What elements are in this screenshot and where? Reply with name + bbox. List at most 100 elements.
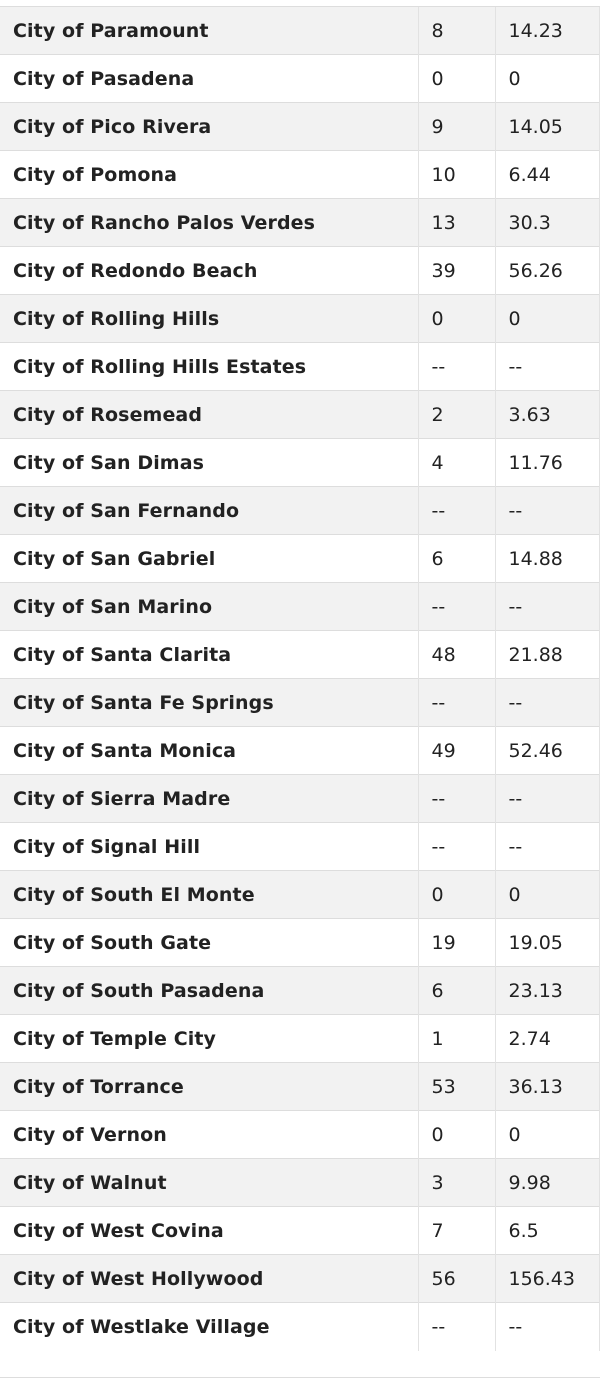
table-row: City of Torrance 53 36.13 [0, 1062, 600, 1111]
city-name-cell: City of South Pasadena [0, 966, 418, 1015]
table-row: City of Walnut 3 9.98 [0, 1158, 600, 1207]
value-2-cell: 14.05 [494, 102, 599, 151]
table-row: City of Pomona 10 6.44 [0, 150, 600, 199]
city-name-cell: City of South Gate [0, 918, 418, 967]
table-row: City of San Dimas 4 11.76 [0, 438, 600, 487]
value-1-cell: -- [417, 774, 495, 823]
value-2-cell: 36.13 [494, 1062, 599, 1111]
value-1-cell: 56 [417, 1254, 495, 1303]
value-2-cell: -- [494, 582, 599, 631]
table-row: City of San Fernando -- -- [0, 486, 600, 535]
value-1-cell: 0 [417, 54, 495, 103]
city-name-cell: City of Santa Clarita [0, 630, 418, 679]
table-bottom-border [0, 1377, 600, 1378]
city-name-cell: City of Vernon [0, 1110, 418, 1159]
table-row: City of West Hollywood 56 156.43 [0, 1254, 600, 1303]
city-name-cell: City of South El Monte [0, 870, 418, 919]
city-name-cell: City of Westlake Village [0, 1302, 418, 1351]
value-1-cell: 4 [417, 438, 495, 487]
city-name-cell: City of Rolling Hills Estates [0, 342, 418, 391]
value-2-cell: 3.63 [494, 390, 599, 439]
value-2-cell: 30.3 [494, 198, 599, 247]
city-name-cell: City of Rosemead [0, 390, 418, 439]
value-1-cell: 1 [417, 1014, 495, 1063]
value-1-cell: 19 [417, 918, 495, 967]
city-name-cell: City of Santa Monica [0, 726, 418, 775]
city-name-cell: City of Pico Rivera [0, 102, 418, 151]
value-2-cell: 2.74 [494, 1014, 599, 1063]
table-row: City of Santa Fe Springs -- -- [0, 678, 600, 727]
table-body: City of Paramount 8 14.23 City of Pasadena 0… [0, 6, 600, 1351]
table-row: City of Santa Monica 49 52.46 [0, 726, 600, 775]
table-row: City of Santa Clarita 48 21.88 [0, 630, 600, 679]
value-1-cell: 48 [417, 630, 495, 679]
table-row: City of Rolling Hills 0 0 [0, 294, 600, 343]
value-2-cell: -- [494, 822, 599, 871]
value-2-cell: 9.98 [494, 1158, 599, 1207]
value-1-cell: 13 [417, 198, 495, 247]
table-row: City of Pasadena 0 0 [0, 54, 600, 103]
value-2-cell: -- [494, 678, 599, 727]
city-name-cell: City of Santa Fe Springs [0, 678, 418, 727]
value-2-cell: 0 [494, 294, 599, 343]
value-2-cell: 21.88 [494, 630, 599, 679]
value-2-cell: 56.26 [494, 246, 599, 295]
value-2-cell: 23.13 [494, 966, 599, 1015]
city-name-cell: City of West Covina [0, 1206, 418, 1255]
value-1-cell: -- [417, 582, 495, 631]
value-1-cell: 39 [417, 246, 495, 295]
value-2-cell: 6.44 [494, 150, 599, 199]
value-1-cell: -- [417, 822, 495, 871]
city-name-cell: City of San Gabriel [0, 534, 418, 583]
value-1-cell: 2 [417, 390, 495, 439]
city-name-cell: City of Pomona [0, 150, 418, 199]
value-1-cell: -- [417, 678, 495, 727]
city-name-cell: City of Rolling Hills [0, 294, 418, 343]
value-1-cell: 9 [417, 102, 495, 151]
city-name-cell: City of Redondo Beach [0, 246, 418, 295]
value-1-cell: -- [417, 1302, 495, 1351]
table-row: City of Rosemead 2 3.63 [0, 390, 600, 439]
city-name-cell: City of West Hollywood [0, 1254, 418, 1303]
city-stats-table: City of Paramount 8 14.23 City of Pasadena 0… [0, 6, 600, 1351]
city-name-cell: City of Walnut [0, 1158, 418, 1207]
value-2-cell: -- [494, 486, 599, 535]
value-2-cell: 6.5 [494, 1206, 599, 1255]
table-row: City of Rancho Palos Verdes 13 30.3 [0, 198, 600, 247]
value-1-cell: 0 [417, 870, 495, 919]
table-row: City of Signal Hill -- -- [0, 822, 600, 871]
table-row: City of San Gabriel 6 14.88 [0, 534, 600, 583]
value-1-cell: 3 [417, 1158, 495, 1207]
city-name-cell: City of San Marino [0, 582, 418, 631]
value-1-cell: 8 [417, 6, 495, 55]
city-name-cell: City of Pasadena [0, 54, 418, 103]
city-name-cell: City of Temple City [0, 1014, 418, 1063]
city-name-cell: City of Torrance [0, 1062, 418, 1111]
city-name-cell: City of Sierra Madre [0, 774, 418, 823]
value-2-cell: 0 [494, 1110, 599, 1159]
value-2-cell: -- [494, 342, 599, 391]
value-2-cell: 14.23 [494, 6, 599, 55]
value-2-cell: 156.43 [494, 1254, 599, 1303]
table-row: City of Redondo Beach 39 56.26 [0, 246, 600, 295]
value-1-cell: 53 [417, 1062, 495, 1111]
value-2-cell: 14.88 [494, 534, 599, 583]
value-1-cell: 10 [417, 150, 495, 199]
table-row: City of West Covina 7 6.5 [0, 1206, 600, 1255]
value-1-cell: -- [417, 486, 495, 535]
value-2-cell: -- [494, 1302, 599, 1351]
table-row: City of Rolling Hills Estates -- -- [0, 342, 600, 391]
table-row: City of Westlake Village -- -- [0, 1302, 600, 1351]
table-row: City of South El Monte 0 0 [0, 870, 600, 919]
value-1-cell: 6 [417, 534, 495, 583]
value-2-cell: 0 [494, 870, 599, 919]
value-2-cell: 52.46 [494, 726, 599, 775]
value-2-cell: 0 [494, 54, 599, 103]
value-1-cell: 0 [417, 1110, 495, 1159]
value-2-cell: 11.76 [494, 438, 599, 487]
city-name-cell: City of Signal Hill [0, 822, 418, 871]
table-row: City of Vernon 0 0 [0, 1110, 600, 1159]
table-row: City of South Gate 19 19.05 [0, 918, 600, 967]
city-name-cell: City of Rancho Palos Verdes [0, 198, 418, 247]
